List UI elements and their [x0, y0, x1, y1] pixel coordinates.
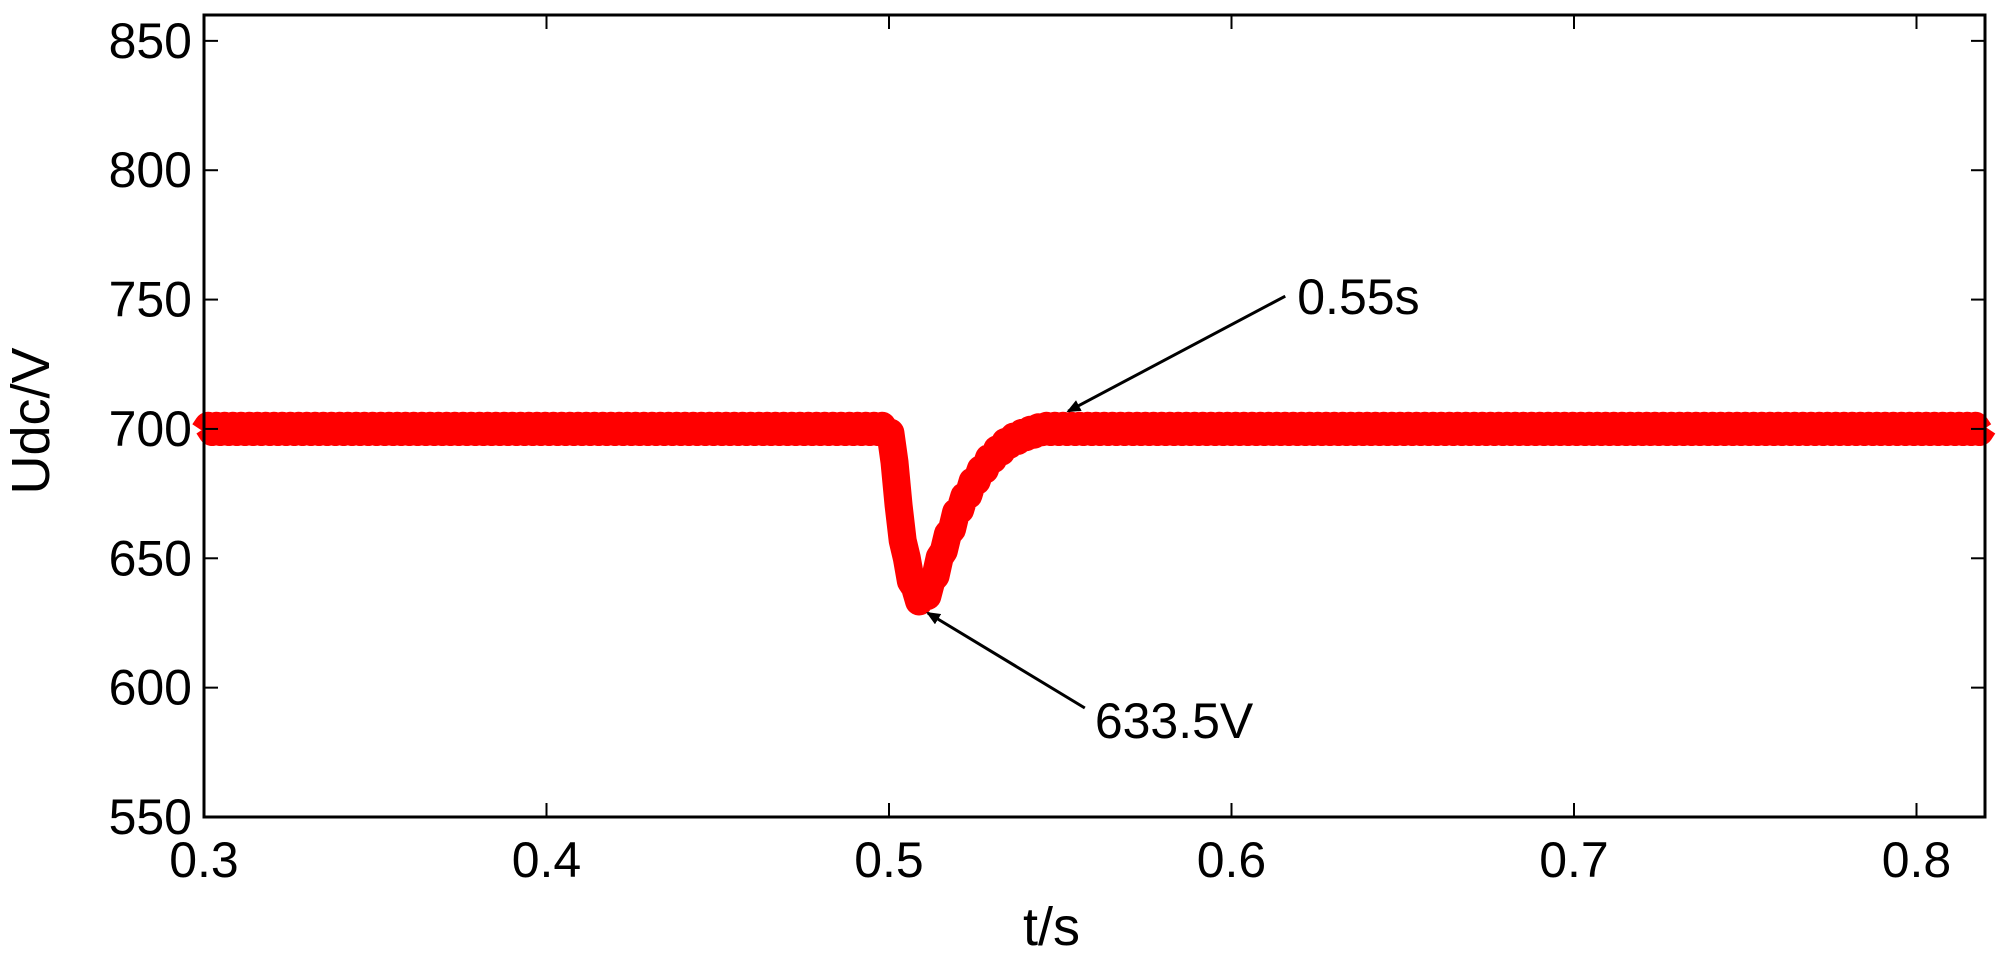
series-line-0 [192, 411, 1996, 616]
series-point [373, 426, 378, 431]
series-layer [192, 411, 1996, 616]
x-tick-label: 0.6 [1197, 832, 1267, 888]
x-ticks: 0.3 0.4 0.5 0.6 0.7 0.8 [169, 15, 1951, 888]
series-point [955, 509, 960, 514]
y-axis-title: Udc/V [1, 347, 61, 494]
series-point [941, 545, 946, 550]
annotation-arrow [926, 611, 1086, 710]
series-point [887, 426, 891, 431]
y-tick-label: 650 [109, 530, 192, 586]
series-point [544, 426, 549, 431]
y-tick-label: 700 [109, 401, 192, 457]
series-point [1572, 426, 1576, 431]
x-tick-label: 0.5 [854, 832, 924, 888]
series-point [972, 478, 977, 483]
series-point [897, 514, 902, 519]
y-tick-label: 550 [109, 789, 192, 845]
series-point [715, 426, 720, 431]
y-tick-label: 800 [109, 142, 192, 198]
x-tick-label: 0.8 [1882, 832, 1952, 888]
x-tick-label: 0.7 [1539, 832, 1609, 888]
series-point [1229, 426, 1234, 431]
series-point [1041, 426, 1046, 431]
annotation-label: 0.55s [1297, 269, 1419, 325]
annotation-label: 633.5V [1095, 693, 1254, 749]
x-tick-label: 0.4 [512, 832, 582, 888]
series-point [1006, 439, 1011, 444]
series-point [917, 597, 922, 602]
series-point [989, 455, 994, 460]
series-point [892, 452, 897, 457]
series-point [1024, 432, 1028, 437]
y-tick-label: 600 [109, 660, 192, 716]
annotation-arrow [1066, 294, 1286, 413]
y-ticks: 550 600 650 700 750 800 850 [109, 13, 1985, 845]
series-point [1400, 426, 1405, 431]
x-tick-label: 0.3 [169, 832, 239, 888]
y-tick-label: 750 [109, 272, 192, 328]
series-point [910, 584, 915, 589]
series-point [931, 576, 936, 581]
y-tick-label: 850 [109, 13, 192, 69]
series-point [904, 556, 909, 561]
series-point [1058, 426, 1063, 431]
annotations: 0.55s 633.5V [926, 269, 1420, 749]
plot-frame [202, 13, 1987, 819]
x-axis-title: t/s [1023, 897, 1080, 957]
series-point [924, 592, 929, 597]
series-point [1743, 426, 1748, 431]
